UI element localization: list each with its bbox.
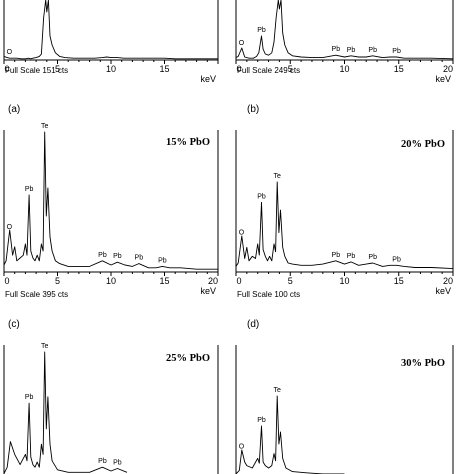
panel-caption: (c) [8,319,20,330]
x-axis-label: keV [200,74,216,84]
x-tick-label: 5 [288,64,293,74]
x-axis-label: keV [200,286,216,296]
peak-label-pb: Pb [392,256,401,263]
panel-title: 20% PbO [401,139,445,150]
peak-label-pb: Pb [25,186,34,193]
peak-label-pb: Pb [113,459,122,466]
x-tick-label: 20 [443,64,453,74]
x-tick-label: 20 [208,276,218,286]
panel-title: 25% PbO [166,353,210,364]
peak-label-pb: Pb [332,252,341,259]
x-axis-label: keV [435,286,451,296]
x-tick-label: 15 [159,64,169,74]
panel-caption: (b) [247,104,259,115]
peak-label-pb: Pb [257,193,266,200]
spectrum-line [235,0,454,60]
peak-label-te: Te [274,387,282,394]
spectrum-line [3,351,128,474]
peak-label-pb: Pb [347,253,356,260]
peak-label-te: Te [274,173,282,180]
x-tick-label: 5 [55,64,60,74]
x-tick-label: 5 [288,276,293,286]
peak-label-te: Te [41,123,49,130]
peak-label-o: O [239,444,245,451]
x-tick-label: 15 [159,276,169,286]
full-scale-label: Full Scale 395 cts [5,290,68,299]
peak-label-pb: Pb [368,47,377,54]
x-tick-label: 10 [339,64,349,74]
full-scale-label: Full Scale 151 cts [5,66,68,75]
peak-label-pb: Pb [25,394,34,401]
peak-label-pb: Pb [98,252,107,259]
peak-label-pb: Pb [113,253,122,260]
spectrum-panel-1: 0 5 10 15 keV Full Scale 151 cts (a) O [3,0,219,115]
spectrum-line [235,181,454,270]
x-tick-label: 0 [236,276,241,286]
x-tick-label: 15 [394,64,404,74]
full-scale-label: Full Scale 100 cts [237,290,300,299]
peak-label-o: O [7,49,13,56]
peak-label-pb: Pb [347,47,356,54]
x-tick-label: 20 [443,276,453,286]
full-scale-label: Full Scale 249 cts [237,66,300,75]
x-tick-label: 15 [394,276,404,286]
peak-label-pb: Pb [98,458,107,465]
peak-label-pb: Pb [158,257,167,264]
peak-label-o: O [239,229,245,236]
spectrum-line [235,395,345,474]
panel-title: 15% PbO [166,137,210,148]
peak-label-pb: Pb [392,48,401,55]
x-axis-label: keV [435,74,451,84]
spectrum-line [3,131,218,270]
peak-label-te: Te [41,343,49,350]
x-tick-label: 10 [339,276,349,286]
spectrum-line [3,0,218,60]
peak-label-pb: Pb [135,255,144,262]
peak-label-o: O [239,40,245,47]
panel-title: 30% PbO [401,358,445,369]
peak-label-pb: Pb [368,254,377,261]
panel-caption: (a) [8,104,20,115]
peak-label-pb: Pb [257,27,266,34]
spectrum-panel-6: 30% PbO O Pb Te [235,345,454,474]
peak-label-pb: Pb [257,417,266,424]
peak-label-pb: Pb [332,46,341,53]
x-tick-label: 0 [236,64,241,74]
x-tick-label: 10 [106,276,116,286]
x-tick-label: 5 [55,276,60,286]
x-tick-label: 0 [4,64,9,74]
x-tick-label: 10 [106,64,116,74]
peak-label-o: O [7,224,13,231]
panel-caption: (d) [247,319,259,330]
x-tick-label: 0 [4,276,9,286]
spectrum-panel-5: 25% PbO Pb Te Pb Pb [3,343,219,474]
